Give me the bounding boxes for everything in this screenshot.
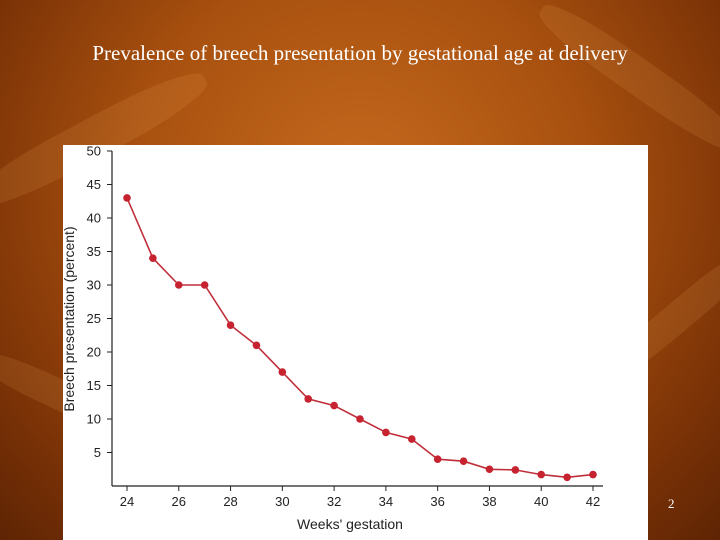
data-point — [433, 455, 442, 464]
x-tick-label: 32 — [327, 494, 341, 509]
x-tick-label: 34 — [379, 494, 393, 509]
y-tick-label: 5 — [94, 445, 101, 460]
data-point — [123, 194, 131, 202]
x-tick-label: 38 — [482, 494, 496, 509]
series-line — [126, 197, 594, 479]
data-point — [174, 281, 183, 289]
slide-title: Prevalence of breech presentation by ges… — [92, 41, 628, 65]
data-point — [149, 254, 157, 262]
x-tick-label: 26 — [172, 494, 186, 509]
y-tick-label: 40 — [87, 211, 101, 226]
y-tick-label: 30 — [87, 278, 101, 293]
data-point — [200, 281, 209, 289]
data-point — [511, 466, 520, 474]
y-tick-label: 50 — [87, 145, 101, 159]
data-point — [485, 465, 494, 474]
y-tick-label: 45 — [87, 177, 101, 192]
page-number: 2 — [668, 496, 675, 511]
x-axis-title: Weeks' gestation — [297, 516, 403, 532]
y-tick-label: 10 — [87, 412, 101, 427]
y-tick-label: 35 — [87, 244, 101, 259]
x-tick-label: 40 — [534, 494, 548, 509]
background-streak — [531, 0, 720, 162]
data-point — [330, 401, 338, 410]
y-tick-label: 15 — [87, 378, 101, 393]
data-point — [563, 473, 571, 482]
chart-panel: 5 10 15 20 25 30 35 40 45 50 24 26 28 30 32 34 36 38 40 42… — [63, 145, 648, 540]
data-point — [252, 341, 261, 350]
x-tick-label: 42 — [586, 494, 600, 509]
x-tick-label: 28 — [223, 494, 237, 509]
x-tick-label: 30 — [275, 494, 289, 509]
data-point — [459, 457, 468, 466]
data-point — [589, 470, 597, 479]
x-tick-label: 36 — [430, 494, 444, 509]
data-point — [537, 470, 546, 479]
data-point — [356, 415, 364, 423]
data-point — [304, 395, 313, 403]
data-point — [407, 435, 416, 443]
y-axis-title: Breech presentation (percent) — [63, 226, 77, 411]
data-point — [278, 368, 287, 376]
y-tick-label: 25 — [87, 311, 101, 326]
y-tick-label: 20 — [87, 345, 101, 360]
data-point — [382, 428, 390, 437]
data-point — [226, 321, 235, 329]
x-tick-label: 24 — [120, 494, 134, 509]
breech-line-chart: 5 10 15 20 25 30 35 40 45 50 24 26 28 30 32 34 36 38 40 42… — [63, 145, 603, 532]
